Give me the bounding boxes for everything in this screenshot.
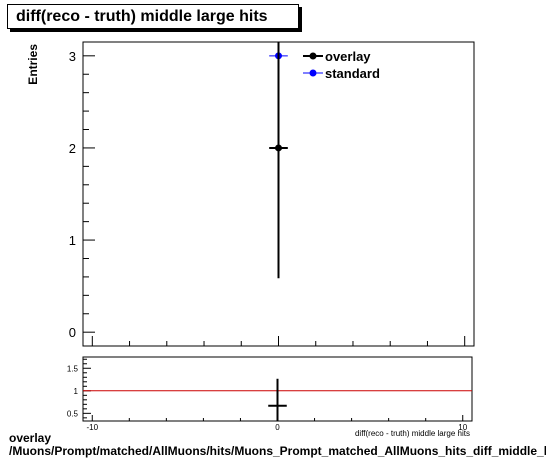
footer: overlay /Muons/Prompt/matched/AllMuons/h… bbox=[9, 432, 546, 458]
series-overlay-point bbox=[275, 144, 282, 152]
x-tick-label: 10 bbox=[458, 423, 467, 432]
ratio-y-tick-label: 0.5 bbox=[67, 409, 79, 418]
ratio-y-tick-label: 1 bbox=[74, 387, 79, 396]
legend-label-overlay: overlay bbox=[325, 49, 371, 64]
legend-label-standard: standard bbox=[325, 66, 380, 81]
x-tick-label: 0 bbox=[275, 423, 280, 432]
legend-marker-overlay bbox=[309, 52, 317, 60]
legend-marker-standard bbox=[309, 69, 317, 77]
y-tick-label: 0 bbox=[69, 325, 76, 340]
x-tick-label: -10 bbox=[86, 423, 98, 432]
chart-title: diff(reco - truth) middle large hits bbox=[16, 8, 268, 25]
y-tick-label: 2 bbox=[69, 141, 76, 156]
main-plot: 0 1 2 3 Entries overlay standard bbox=[26, 41, 475, 347]
title-box: diff(reco - truth) middle large hits bbox=[7, 4, 299, 29]
footer-path: /Muons/Prompt/matched/AllMuons/hits/Muon… bbox=[9, 444, 546, 458]
footer-label: overlay bbox=[9, 432, 52, 445]
y-tick-label: 1 bbox=[69, 233, 76, 248]
ratio-y-tick-label: 1.5 bbox=[67, 364, 79, 373]
y-axis-label: Entries bbox=[26, 44, 40, 85]
x-axis-label: diff(reco - truth) middle large hits bbox=[355, 429, 470, 438]
y-tick-label: 3 bbox=[69, 49, 76, 64]
